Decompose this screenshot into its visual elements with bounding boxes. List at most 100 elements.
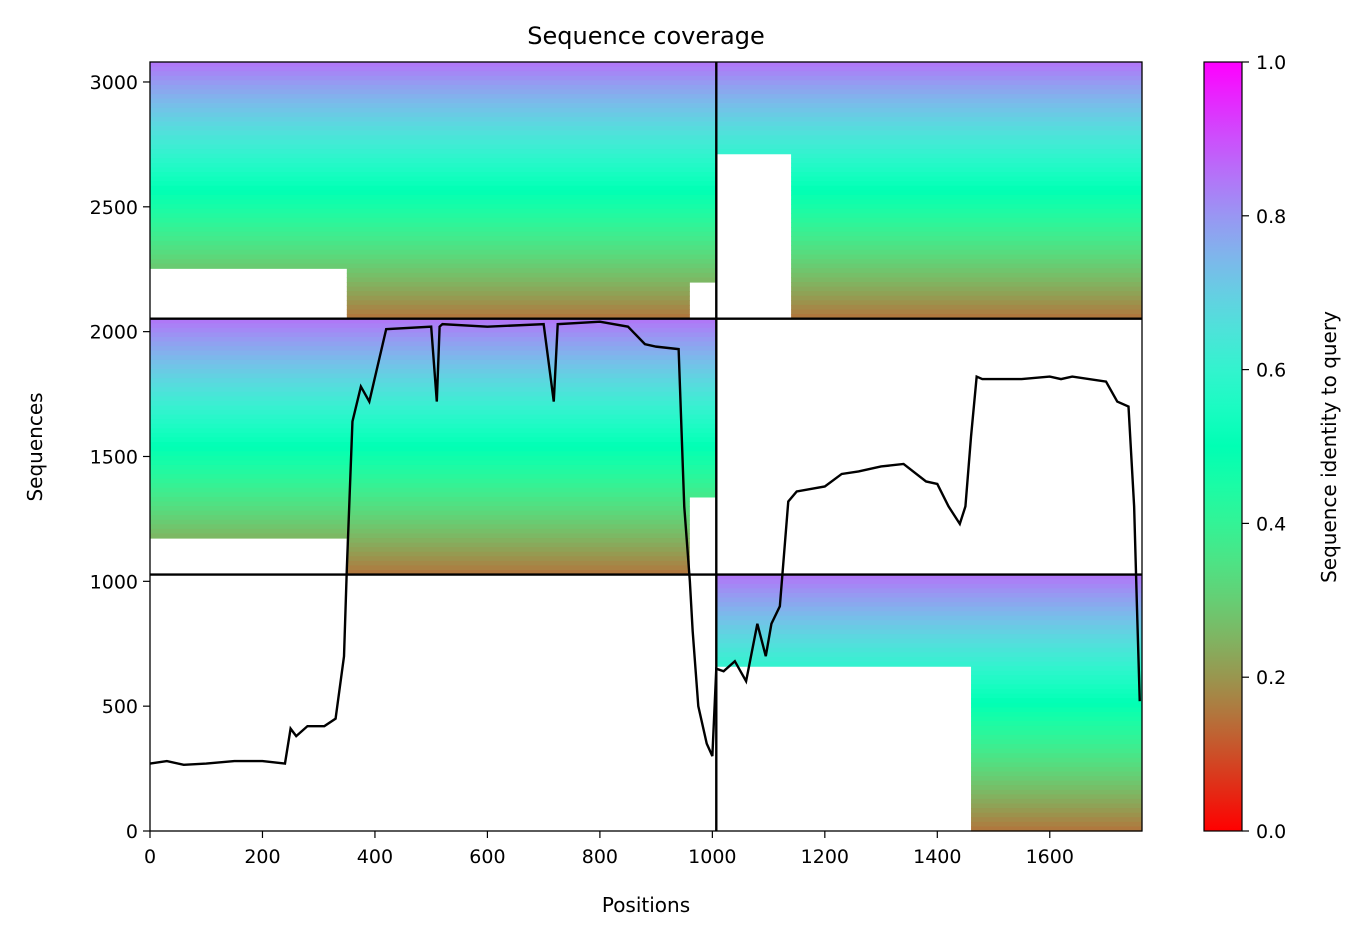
heatmap-band (716, 130, 1142, 136)
heatmap-band (150, 528, 690, 535)
heatmap-band (716, 583, 1142, 589)
heatmap-band (971, 748, 1142, 754)
x-axis-ticks: 0 200 400 600 800 1000 1200 1400 1600 (144, 831, 1074, 868)
heatmap-band (791, 263, 1142, 269)
heatmap-band (791, 185, 1142, 191)
heatmap-band (150, 327, 717, 333)
heatmap-band (150, 410, 717, 416)
heatmap-band (150, 112, 717, 118)
heatmap-band (150, 510, 690, 516)
heatmap-band (150, 332, 717, 338)
colorbar-tick-label: 0.8 (1256, 206, 1286, 228)
heatmap-band (150, 121, 717, 127)
heatmap-band (346, 286, 690, 292)
heatmap-band (346, 304, 690, 311)
heatmap-band (150, 382, 717, 388)
x-axis-label: Positions (602, 893, 690, 917)
heatmap-band (150, 71, 717, 77)
heatmap-band (150, 80, 717, 86)
colorbar-tick-label: 0.4 (1256, 513, 1286, 535)
y-axis-label: Sequences (23, 392, 47, 501)
colorbar-tick-label: 0.6 (1256, 360, 1286, 382)
heatmap-band (150, 451, 717, 457)
heatmap-band (150, 259, 717, 265)
heatmap-band (971, 698, 1142, 704)
heatmap-band (971, 780, 1142, 786)
x-tick-label: 200 (244, 846, 280, 868)
heatmap-band (150, 478, 717, 484)
heatmap-band (971, 716, 1142, 722)
heatmap-band (150, 483, 717, 489)
heatmap-band (791, 277, 1142, 283)
heatmap-band (150, 245, 717, 251)
heatmap-band (150, 149, 717, 155)
heatmap-band (346, 314, 690, 320)
heatmap-band (791, 236, 1142, 242)
x-tick-label: 0 (144, 846, 156, 868)
heatmap-band (791, 304, 1142, 311)
heatmap-band (716, 597, 1142, 603)
heatmap-band (971, 794, 1142, 800)
heatmap-band (150, 515, 690, 521)
heatmap-band (150, 181, 717, 187)
heatmap-band (791, 231, 1142, 237)
heatmap-band (150, 194, 717, 201)
heatmap-band (971, 711, 1142, 718)
heatmap-band (791, 213, 1142, 219)
heatmap-band (150, 199, 717, 205)
heatmap-band (150, 208, 717, 214)
heatmap-band (150, 107, 717, 114)
heatmap-band (716, 89, 1142, 95)
heatmap-band (150, 153, 717, 159)
heatmap-band (346, 282, 690, 288)
heatmap-band (971, 707, 1142, 713)
colorbar-tick-label: 0.0 (1256, 821, 1286, 843)
heatmap-band (791, 245, 1142, 251)
heatmap-band (971, 689, 1142, 695)
heatmap-band (791, 240, 1142, 246)
heatmap-band (791, 268, 1142, 274)
heatmap-band (716, 139, 1142, 146)
heatmap-band (791, 190, 1142, 196)
heatmap-band (346, 570, 690, 576)
heatmap-band (716, 80, 1142, 86)
heatmap-band (150, 249, 717, 256)
heatmap-band (716, 643, 1142, 649)
heatmap-band (150, 172, 717, 178)
heatmap-band (150, 323, 717, 329)
y-tick-label: 1000 (90, 571, 138, 593)
heatmap-band (150, 533, 690, 539)
heatmap-band (150, 501, 690, 507)
heatmap-band (150, 222, 717, 228)
y-tick-label: 1500 (90, 446, 138, 468)
heatmap-band (971, 739, 1142, 745)
heatmap-band (150, 217, 717, 224)
heatmap-band (716, 144, 1142, 150)
heatmap-band (971, 675, 1142, 681)
heatmap-band (346, 565, 690, 571)
heatmap-band (150, 455, 717, 461)
heatmap-band (150, 139, 717, 146)
heatmap-band (150, 190, 717, 196)
heatmap-band (346, 300, 690, 306)
heatmap-band (791, 194, 1142, 201)
heatmap-band (150, 158, 717, 164)
x-tick-label: 600 (469, 846, 505, 868)
y-axis-ticks: 0 500 1000 1500 2000 2500 3000 (90, 72, 150, 843)
heatmap-band (971, 826, 1142, 832)
heatmap-band (791, 282, 1142, 288)
heatmap-band (971, 762, 1142, 768)
heatmap-band (150, 126, 717, 132)
heatmap-band (716, 629, 1142, 635)
heatmap-band (150, 135, 717, 141)
heatmap-band (971, 666, 1142, 672)
heatmap-band (150, 519, 690, 525)
heatmap-band (971, 734, 1142, 741)
heatmap-band (150, 391, 717, 397)
heatmap-band (791, 222, 1142, 228)
heatmap-band (346, 309, 690, 315)
heatmap-band (971, 684, 1142, 690)
heatmap-band (791, 199, 1142, 205)
heatmap-band (716, 620, 1142, 626)
